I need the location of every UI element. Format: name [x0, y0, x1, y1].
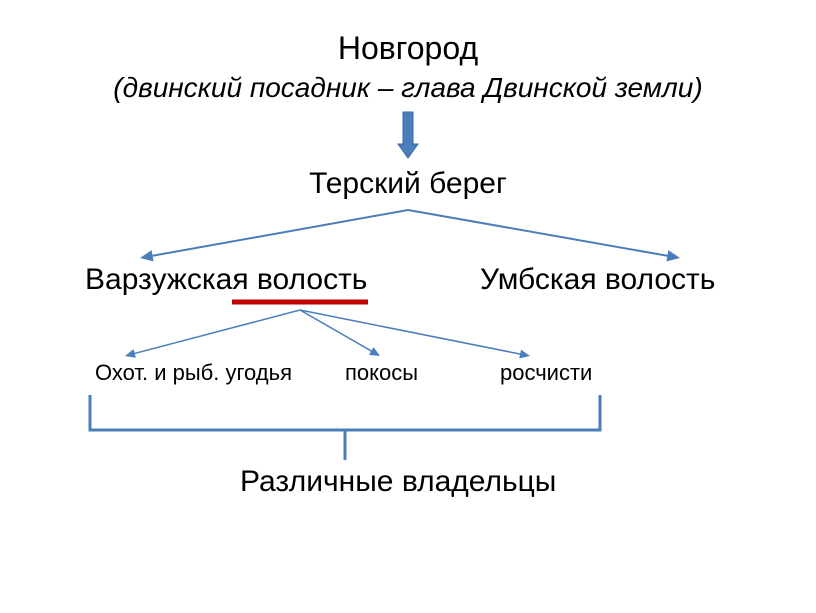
diagram-title: Новгород [0, 30, 816, 67]
node-bottom: Различные владельцы [240, 465, 556, 499]
node-level3-left: Варзужская волость [85, 263, 367, 297]
node-level2: Терский берег [0, 167, 816, 201]
node-level3-right: Умбская волость [480, 263, 715, 297]
diagram-subtitle: (двинский посадник – глава Двинской земл… [0, 72, 816, 104]
node-level4-c: росчисти [500, 360, 592, 386]
node-level4-a: Охот. и рыб. угодья [95, 360, 292, 386]
node-level4-b: покосы [345, 360, 418, 386]
